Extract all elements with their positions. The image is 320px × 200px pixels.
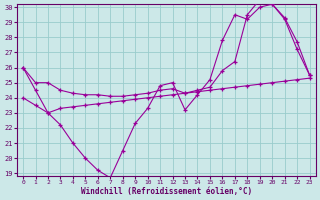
X-axis label: Windchill (Refroidissement éolien,°C): Windchill (Refroidissement éolien,°C): [81, 187, 252, 196]
